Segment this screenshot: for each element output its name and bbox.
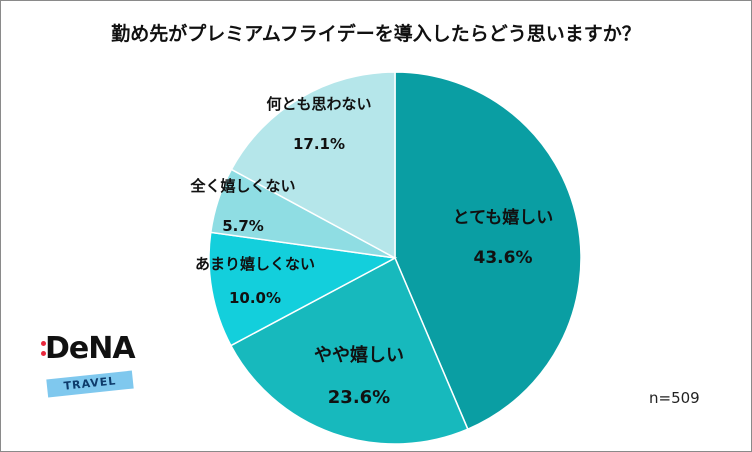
slice-value-label: 17.1% [293,135,345,153]
slice-label: 全く嬉しくない [189,177,295,195]
sample-size-label: n=509 [649,389,700,407]
slice-label: 何とも思わない [266,95,371,113]
slice-value-label: 10.0% [229,289,281,307]
pie-slice [230,71,396,260]
slice-label: やや嬉しい [314,344,404,366]
logo-wordmark: DeNA [45,331,136,366]
slice-label: あまり嬉しくない [195,255,315,273]
pie-slice [208,231,398,347]
dena-travel-logo: DeNA TRAVEL [41,331,151,411]
pie-slice [229,256,469,445]
slice-value-label: 5.7% [222,217,264,235]
slice-value-label: 43.6% [474,248,533,268]
slice-label: とても嬉しい [453,207,554,228]
pie-slice [394,71,582,431]
slice-value-label: 23.6% [328,387,390,408]
logo-band: TRAVEL [46,370,134,398]
logo-dots-icon [41,341,47,361]
chart-title: 勤め先がプレミアムフライデーを導入したらどう思いますか？ [111,23,641,45]
